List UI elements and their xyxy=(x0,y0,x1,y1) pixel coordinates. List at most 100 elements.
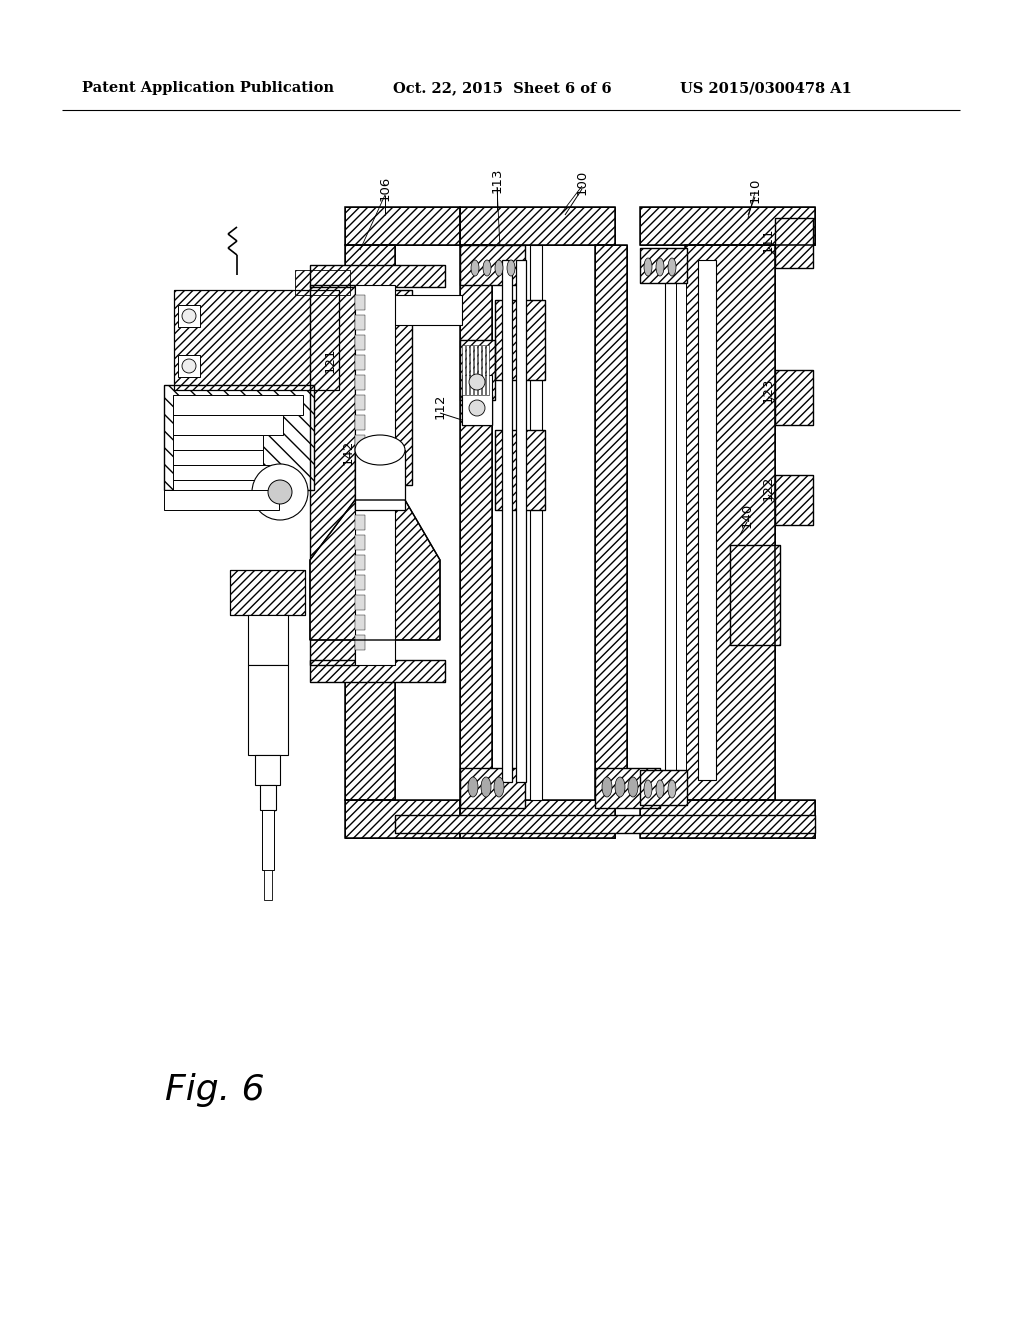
Bar xyxy=(698,260,716,780)
Bar xyxy=(230,570,305,615)
Text: 100: 100 xyxy=(575,169,589,194)
Text: 120: 120 xyxy=(372,292,384,318)
Ellipse shape xyxy=(495,260,503,276)
Bar xyxy=(595,768,660,808)
Bar xyxy=(495,430,545,510)
Bar xyxy=(173,395,303,414)
Ellipse shape xyxy=(481,777,490,797)
Ellipse shape xyxy=(355,436,406,465)
Ellipse shape xyxy=(602,777,612,797)
Bar xyxy=(355,554,365,570)
Bar xyxy=(355,635,365,649)
Bar xyxy=(685,246,775,800)
Bar xyxy=(462,345,465,395)
Bar xyxy=(345,800,460,838)
Text: US 2015/0300478 A1: US 2015/0300478 A1 xyxy=(680,81,852,95)
Circle shape xyxy=(182,359,196,374)
Circle shape xyxy=(268,480,292,504)
Bar xyxy=(345,246,395,800)
Bar xyxy=(355,294,365,310)
Bar xyxy=(775,218,813,268)
Ellipse shape xyxy=(483,260,490,276)
Circle shape xyxy=(469,400,485,416)
Bar xyxy=(460,246,525,285)
Ellipse shape xyxy=(644,257,652,276)
Bar xyxy=(255,755,280,785)
Bar xyxy=(173,480,303,495)
Bar xyxy=(460,207,615,246)
Ellipse shape xyxy=(628,777,638,797)
Bar xyxy=(470,345,473,395)
Bar xyxy=(775,475,813,525)
Text: 140: 140 xyxy=(740,503,754,528)
Text: 105: 105 xyxy=(502,395,514,421)
Ellipse shape xyxy=(668,257,676,276)
Text: Fig. 6: Fig. 6 xyxy=(165,1073,264,1107)
Bar xyxy=(355,455,365,470)
Bar xyxy=(640,207,815,246)
Bar xyxy=(676,260,686,780)
Bar xyxy=(355,414,365,430)
Ellipse shape xyxy=(494,777,504,797)
Text: 103: 103 xyxy=(525,338,539,363)
Bar xyxy=(355,576,365,590)
Bar xyxy=(495,300,545,380)
Bar xyxy=(478,345,481,395)
Bar xyxy=(355,515,365,531)
Bar xyxy=(345,800,460,838)
Bar xyxy=(355,535,365,550)
Text: 142: 142 xyxy=(341,440,354,465)
Text: 121: 121 xyxy=(324,347,337,372)
Bar xyxy=(640,800,815,838)
Bar xyxy=(474,345,477,395)
Bar xyxy=(310,660,445,682)
Text: 102: 102 xyxy=(355,302,369,327)
Ellipse shape xyxy=(656,257,664,276)
Bar xyxy=(355,375,365,389)
Bar xyxy=(460,246,492,800)
Bar xyxy=(173,465,283,480)
Bar xyxy=(230,570,305,615)
Bar xyxy=(775,475,813,525)
Text: Patent Application Publication: Patent Application Publication xyxy=(82,81,334,95)
Bar xyxy=(462,395,492,425)
Bar xyxy=(685,246,775,800)
Bar xyxy=(174,290,339,389)
Bar xyxy=(164,490,279,510)
Bar xyxy=(516,260,526,781)
Text: 131: 131 xyxy=(393,562,407,587)
Ellipse shape xyxy=(507,260,515,276)
Bar xyxy=(178,355,200,378)
Text: 122: 122 xyxy=(762,475,774,500)
Bar xyxy=(775,370,813,425)
Bar xyxy=(310,660,445,682)
Bar xyxy=(495,430,545,510)
Text: 123: 123 xyxy=(762,378,774,403)
Bar xyxy=(466,345,469,395)
Bar xyxy=(460,768,525,808)
Bar xyxy=(460,800,615,838)
Circle shape xyxy=(469,374,485,389)
Bar xyxy=(345,207,460,246)
Bar xyxy=(355,475,365,490)
Bar xyxy=(640,248,687,282)
Bar xyxy=(355,615,365,630)
Bar xyxy=(310,285,355,665)
Bar xyxy=(174,290,339,389)
Text: 106: 106 xyxy=(379,176,391,201)
Bar xyxy=(262,810,274,870)
Circle shape xyxy=(182,309,196,323)
Bar xyxy=(460,207,615,246)
Bar xyxy=(355,335,365,350)
Bar xyxy=(775,218,813,268)
Text: 112: 112 xyxy=(433,393,446,418)
Bar xyxy=(508,246,520,800)
Bar xyxy=(355,315,365,330)
Bar xyxy=(462,395,492,425)
Ellipse shape xyxy=(668,780,676,799)
Bar xyxy=(173,436,263,450)
Bar xyxy=(460,800,615,838)
Bar xyxy=(173,450,263,465)
Bar xyxy=(395,814,815,833)
Bar xyxy=(462,375,492,425)
